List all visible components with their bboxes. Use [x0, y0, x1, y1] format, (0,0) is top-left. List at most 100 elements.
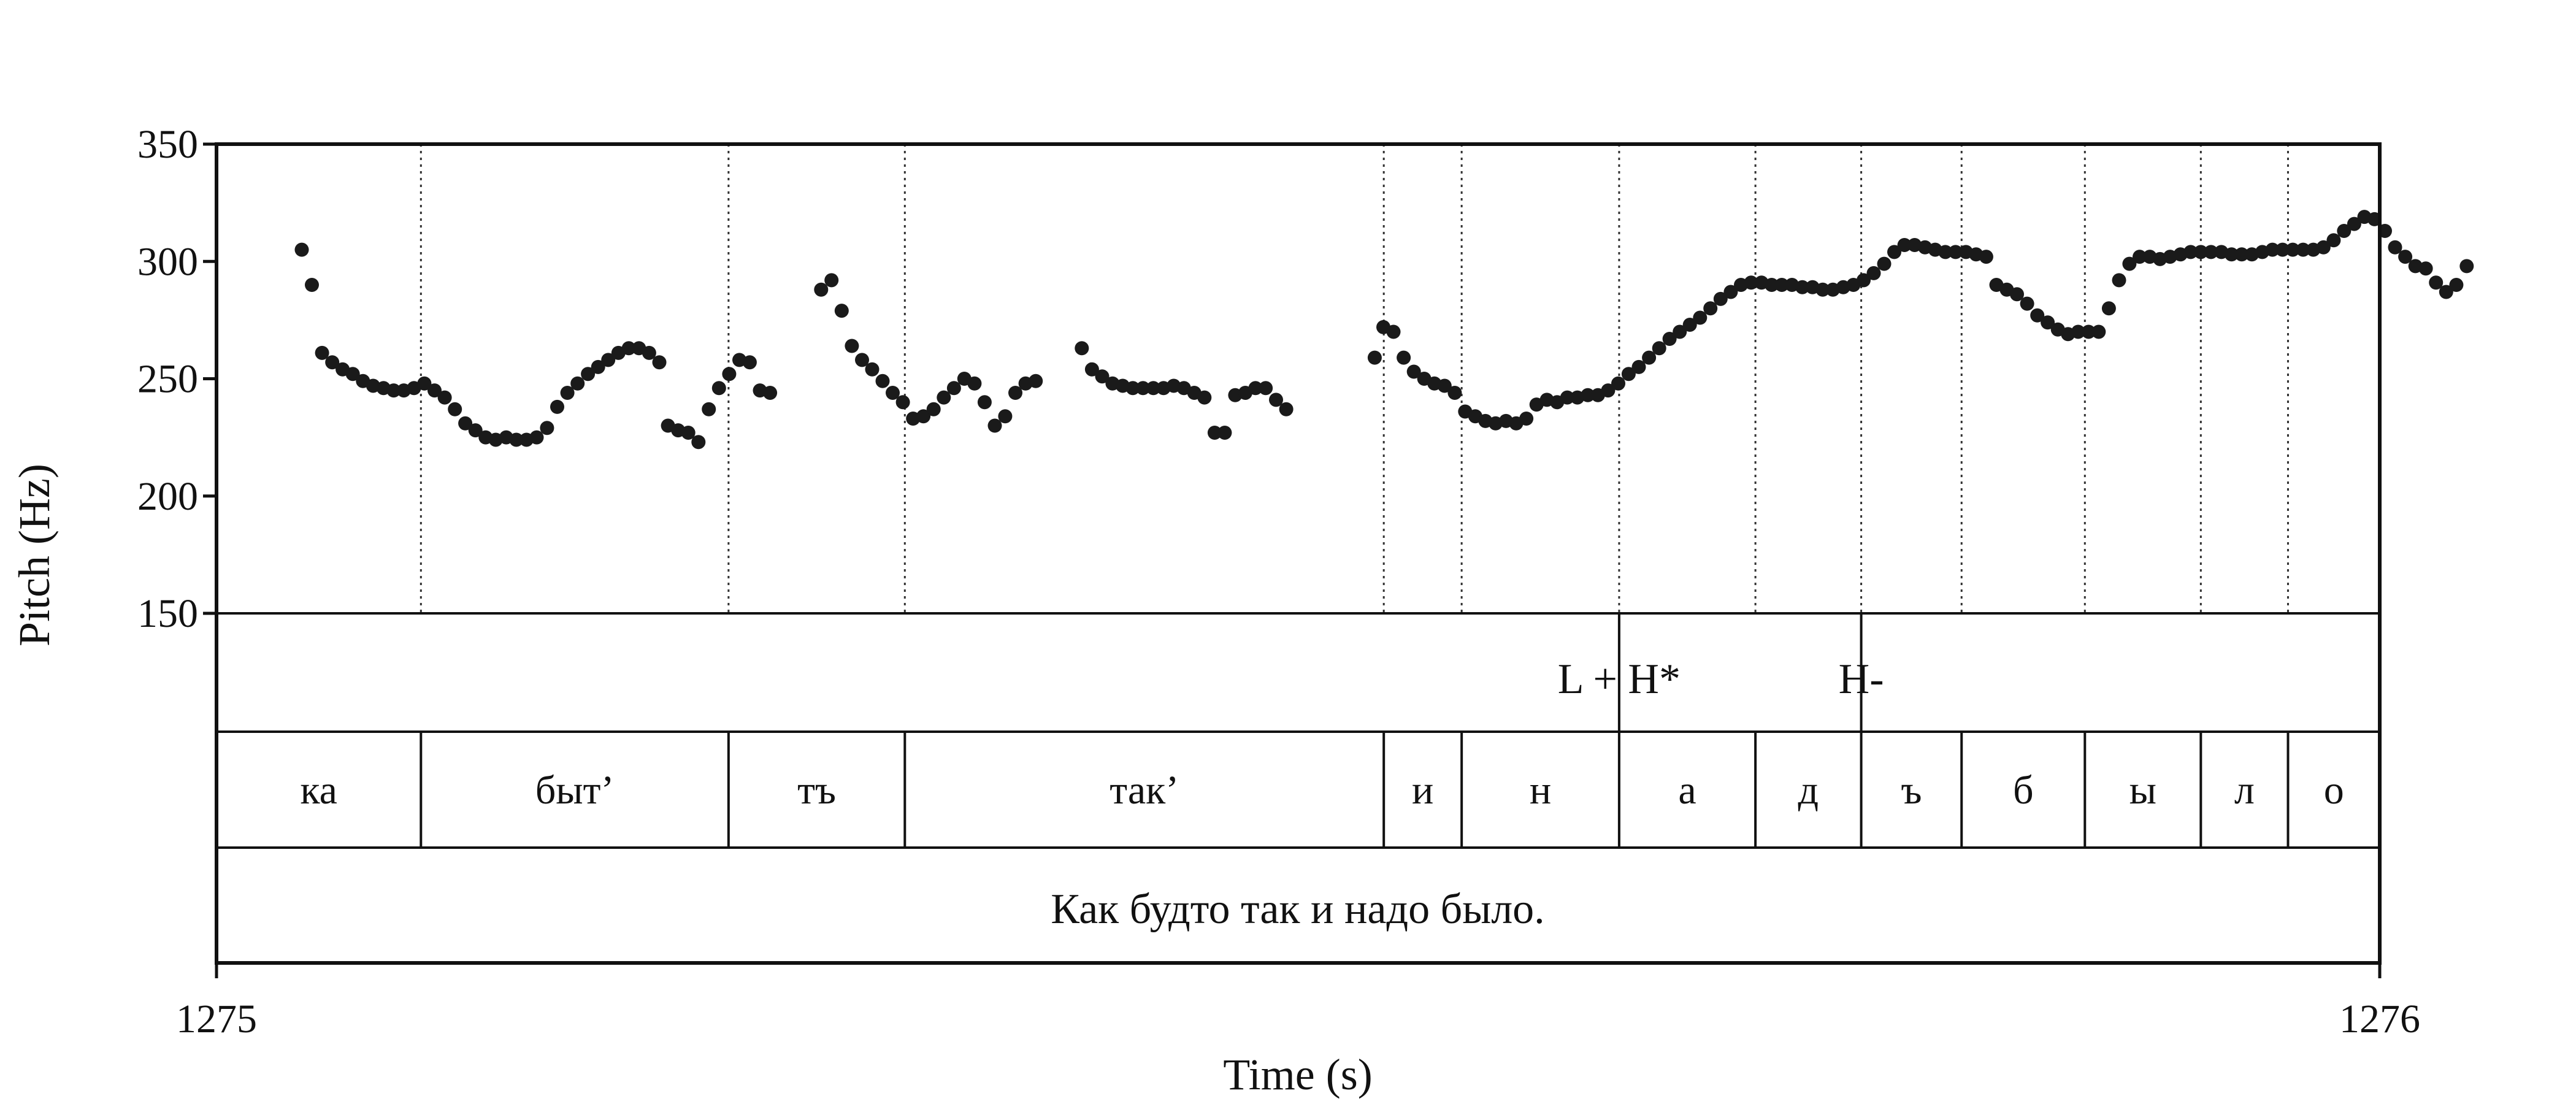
pitch-point — [1857, 273, 1871, 288]
syllable-label: а — [1678, 768, 1696, 813]
syllable-label: б — [2013, 768, 2034, 813]
pitch-point — [1948, 245, 1963, 259]
pitch-point — [865, 362, 880, 377]
pitch-point — [601, 353, 616, 367]
pitch-point — [1673, 324, 1687, 339]
pitch-point — [2285, 242, 2300, 257]
syllable-label: и — [1412, 768, 1433, 813]
pitch-point — [642, 345, 656, 360]
pitch-point — [998, 409, 1013, 424]
tone-label: L + H* — [1558, 656, 1681, 703]
pitch-point — [895, 395, 910, 410]
pitch-point — [926, 402, 941, 416]
pitch-point — [2081, 324, 2096, 339]
pitch-point — [2418, 261, 2433, 276]
pitch-point — [2101, 301, 2116, 316]
pitch-point — [1897, 238, 1912, 252]
pitch-point — [570, 376, 585, 391]
pitch-point — [946, 381, 961, 396]
pitch-point — [1979, 250, 1993, 264]
pitch-point — [1075, 341, 1089, 356]
pitch-point — [1217, 426, 1232, 440]
y-axis: 150 200 250 300 350 — [137, 122, 217, 636]
pitch-point — [763, 386, 778, 400]
pitch-point — [1197, 390, 1212, 405]
pitch-point — [1125, 381, 1140, 396]
pitch-point — [2224, 247, 2239, 262]
x-axis-title: Time (s) — [1223, 1050, 1372, 1099]
pitch-point — [2020, 296, 2034, 311]
pitch-point — [315, 345, 329, 360]
pitch-point — [1887, 245, 1901, 259]
pitch-point — [386, 383, 401, 398]
pitch-point — [2091, 324, 2106, 339]
x-tick-label: 1275 — [176, 997, 257, 1041]
pitch-point — [448, 402, 462, 416]
pitch-point — [1269, 393, 1283, 407]
pitch-point — [2439, 285, 2453, 299]
tone-tier: L + H* H- — [1558, 613, 1884, 732]
pitch-point — [305, 278, 319, 292]
pitch-point — [2204, 245, 2218, 259]
pitch-point — [581, 367, 596, 381]
syllable-label: н — [1530, 768, 1551, 813]
pitch-point — [2326, 233, 2341, 248]
pitch-point — [1652, 341, 1666, 356]
pitch-point — [325, 355, 340, 370]
pitch-point — [1938, 245, 1953, 259]
pitch-point — [2316, 240, 2331, 255]
pitch-point — [1386, 324, 1401, 339]
pitch-point — [2347, 217, 2361, 231]
pitch-point — [427, 383, 442, 398]
syllable-label: л — [2234, 768, 2255, 813]
pitch-point — [1406, 364, 1421, 379]
pitch-point — [1437, 378, 1452, 393]
pitch-point — [1259, 381, 1273, 396]
pitch-point — [1367, 350, 1382, 365]
plot-border — [215, 142, 2382, 965]
pitch-point — [2133, 250, 2147, 264]
syllable-label: ъ — [1901, 768, 1922, 813]
pitch-point — [1519, 412, 1534, 426]
pitch-point — [2071, 324, 2085, 339]
y-tick-label: 200 — [137, 474, 198, 519]
pitch-point — [1136, 381, 1151, 396]
pitch-point — [886, 386, 900, 400]
pitch-point — [2010, 287, 2024, 302]
pitch-point — [1084, 362, 1099, 377]
pitch-point — [1774, 278, 1789, 292]
pitch-point — [875, 374, 890, 388]
pitch-point — [722, 367, 737, 381]
y-tick-label: 300 — [137, 239, 198, 284]
pitch-point — [967, 376, 982, 391]
pitch-point — [937, 390, 951, 405]
pitch-point — [437, 390, 452, 405]
pitch-point — [1866, 266, 1881, 280]
y-tick-label: 350 — [137, 122, 198, 167]
y-tick-label: 250 — [137, 357, 198, 402]
pitch-point — [1631, 359, 1646, 374]
pitch-point — [1447, 386, 1462, 400]
pitch-point — [834, 304, 849, 318]
pitch-point — [1815, 282, 1830, 297]
pitch-point — [2398, 250, 2413, 264]
pitch-point — [2122, 256, 2137, 271]
x-axis: 1275 1276 — [176, 963, 2420, 1041]
pitch-point — [1703, 301, 1718, 316]
pitch-point — [2337, 224, 2352, 238]
pitch-point — [977, 395, 992, 410]
pitch-point — [1560, 390, 1574, 405]
pitch-point — [711, 381, 726, 396]
pitch-point — [814, 282, 829, 297]
sentence-label: Как будто так и надо было. — [1051, 886, 1544, 933]
syllable-label: ы — [2129, 768, 2156, 813]
pitch-point — [621, 341, 636, 356]
pitch-point — [2429, 275, 2444, 290]
pitch-point — [1146, 381, 1160, 396]
tone-label: H- — [1839, 656, 1884, 703]
pitch-point — [294, 242, 309, 257]
y-axis-title: Pitch (Hz) — [10, 464, 59, 646]
pitch-point — [550, 399, 564, 414]
pitch-point — [1713, 291, 1728, 306]
pitch-point — [1279, 402, 1294, 416]
